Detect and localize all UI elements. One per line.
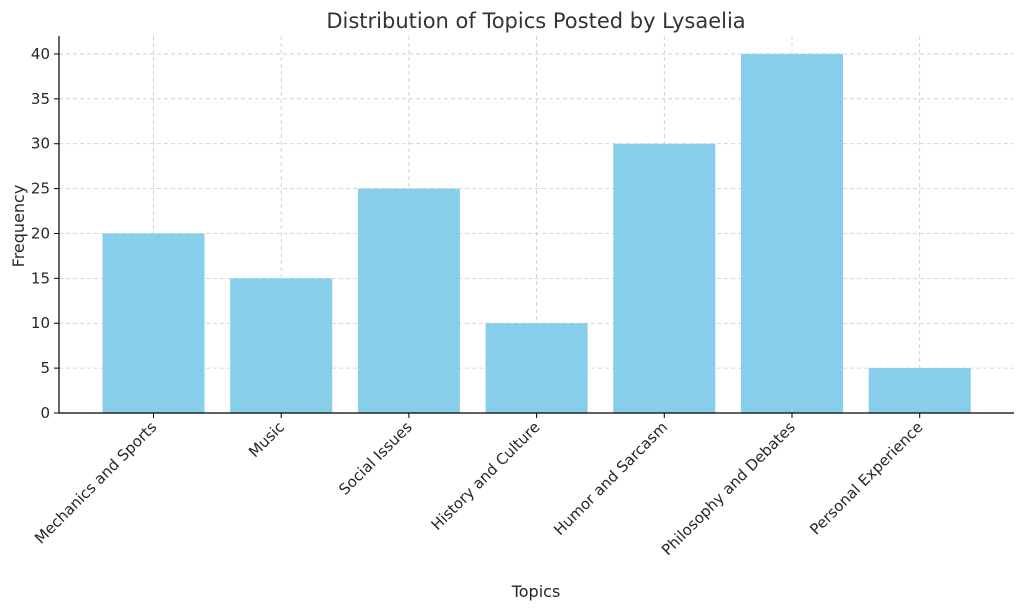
x-tick-label: Humor and Sarcasm (550, 418, 671, 539)
x-axis-label: Topics (511, 582, 561, 601)
bar (613, 143, 716, 413)
y-tick-label: 0 (40, 404, 50, 422)
y-axis-label: Frequency (9, 185, 28, 268)
x-tick-label: Music (245, 418, 288, 461)
y-tick-label: 15 (31, 269, 50, 287)
y-tick-label: 40 (31, 45, 50, 63)
chart-title: Distribution of Topics Posted by Lysaeli… (326, 9, 745, 33)
y-tick-label: 30 (31, 135, 50, 153)
bar (868, 368, 971, 413)
y-tick-label: 10 (31, 314, 50, 332)
y-tick-label: 35 (31, 90, 50, 108)
y-tick-label: 20 (31, 224, 50, 242)
x-tick-label: Personal Experience (806, 418, 926, 538)
bar (357, 188, 460, 413)
y-tick-label: 25 (31, 180, 50, 198)
bar (741, 53, 843, 413)
bar (230, 278, 333, 413)
x-ticks: Mechanics and Sports Music Social Issues Hi… (31, 413, 927, 559)
x-tick-label: Social Issues (335, 418, 416, 499)
y-tick-label: 5 (40, 359, 50, 377)
x-tick-label: Mechanics and Sports (31, 418, 160, 547)
bar (102, 233, 205, 413)
bar (485, 323, 588, 413)
bars (102, 53, 971, 413)
x-tick-label: History and Culture (428, 418, 544, 534)
x-tick-label: Philosophy and Debates (658, 418, 799, 559)
y-ticks: 0 5 10 15 20 25 30 35 40 (31, 45, 59, 422)
